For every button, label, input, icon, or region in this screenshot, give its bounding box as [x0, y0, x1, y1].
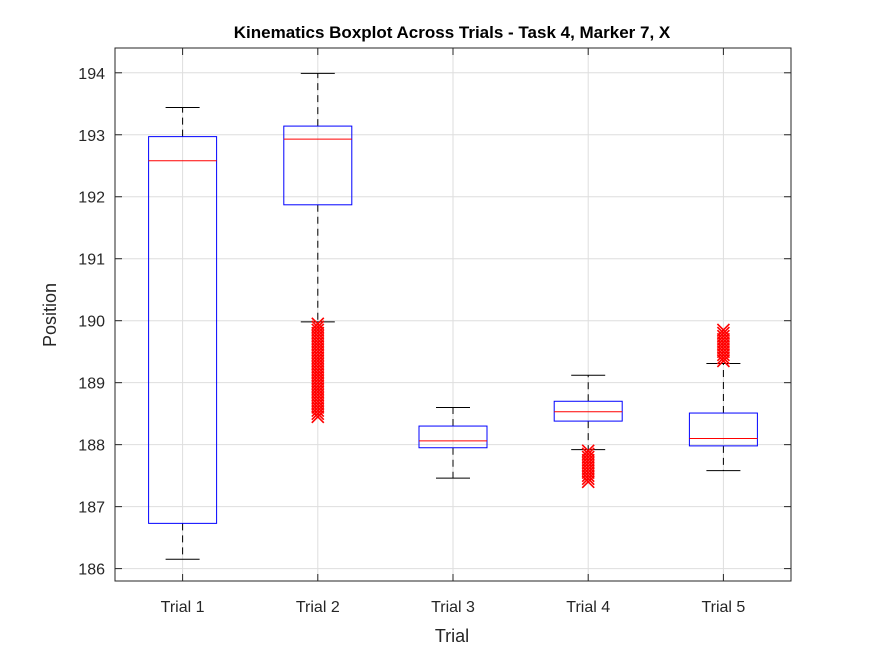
- outlier-point: [716, 332, 730, 346]
- box-group: [688, 323, 758, 472]
- outlier-point: [716, 326, 730, 340]
- axis-ticks: 186 187 188 189 190 191 192 193 194 Trial 1 Trial …: [78, 48, 791, 616]
- outlier-point: [716, 323, 730, 337]
- y-tick-label: 189: [78, 376, 105, 393]
- y-tick-label: 193: [78, 128, 105, 145]
- outlier-point: [581, 465, 595, 480]
- outlier-point: [311, 348, 325, 362]
- y-tick-label: 188: [78, 438, 105, 455]
- x-tick-label: Trial 3: [431, 599, 475, 616]
- outlier-point: [311, 329, 325, 343]
- outlier-point: [311, 369, 325, 384]
- outlier-point: [311, 403, 325, 418]
- box-group: [148, 106, 218, 560]
- y-tick-label: 187: [78, 500, 105, 517]
- x-tick-label: Trial 4: [566, 599, 610, 616]
- outlier-point: [716, 345, 730, 359]
- iqr-box: [283, 125, 353, 206]
- outlier-point: [311, 335, 325, 349]
- y-axis-label: Position: [40, 283, 60, 347]
- outlier-point: [311, 379, 325, 393]
- y-tick-label: 186: [78, 562, 105, 579]
- x-tick-label: Trial 1: [161, 599, 205, 616]
- outlier-point: [311, 397, 325, 411]
- outlier-point: [581, 453, 595, 467]
- outlier-point: [311, 382, 325, 396]
- y-tick-label: 194: [78, 66, 105, 83]
- outlier-point: [581, 450, 595, 464]
- outlier-point: [311, 407, 325, 421]
- boxes-layer: [148, 72, 758, 560]
- outlier-point: [311, 317, 325, 331]
- outlier-point: [716, 338, 730, 353]
- outlier-point: [311, 345, 325, 359]
- outlier-point: [716, 329, 730, 343]
- outlier-point: [581, 472, 595, 486]
- x-tick-label: Trial 2: [296, 599, 340, 616]
- outlier-point: [311, 357, 325, 371]
- outlier-point: [311, 326, 325, 340]
- outlier-point: [716, 354, 730, 368]
- outlier-point: [581, 447, 595, 461]
- iqr-box: [688, 412, 758, 447]
- outlier-point: [311, 351, 325, 365]
- outlier-point: [311, 373, 325, 387]
- outlier-point: [311, 338, 325, 353]
- outlier-point: [311, 360, 325, 374]
- box-group: [283, 72, 353, 424]
- outlier-point: [581, 469, 595, 483]
- outlier-point: [311, 388, 325, 402]
- outlier-point: [311, 410, 325, 424]
- outlier-point: [581, 444, 595, 458]
- iqr-box: [418, 425, 488, 449]
- outlier-point: [581, 459, 595, 473]
- x-tick-label: Trial 5: [701, 599, 745, 616]
- outlier-point: [311, 354, 325, 368]
- y-tick-label: 192: [78, 190, 105, 207]
- outlier-point: [311, 376, 325, 390]
- outlier-point: [311, 320, 325, 334]
- outlier-point: [311, 332, 325, 346]
- outlier-point: [311, 400, 325, 415]
- chart-title: Kinematics Boxplot Across Trials - Task …: [234, 23, 671, 42]
- box-group: [553, 374, 623, 489]
- x-axis-label: Trial: [435, 626, 469, 646]
- outlier-point: [581, 456, 595, 470]
- grid-lines: [115, 48, 791, 581]
- outlier-point: [311, 342, 325, 356]
- outlier-point: [311, 394, 325, 408]
- y-tick-label: 191: [78, 252, 105, 269]
- outlier-point: [581, 475, 595, 489]
- outlier-point: [716, 342, 730, 356]
- outlier-point: [311, 385, 325, 399]
- iqr-box: [553, 400, 623, 422]
- box-group: [418, 406, 488, 479]
- outlier-point: [716, 351, 730, 365]
- outlier-point: [311, 366, 325, 380]
- outlier-point: [311, 363, 325, 377]
- outlier-point: [311, 391, 325, 405]
- outlier-point: [716, 335, 730, 349]
- outlier-point: [581, 462, 595, 477]
- iqr-box: [148, 136, 218, 524]
- outlier-point: [716, 348, 730, 362]
- y-tick-label: 190: [78, 314, 105, 331]
- outlier-point: [311, 323, 325, 337]
